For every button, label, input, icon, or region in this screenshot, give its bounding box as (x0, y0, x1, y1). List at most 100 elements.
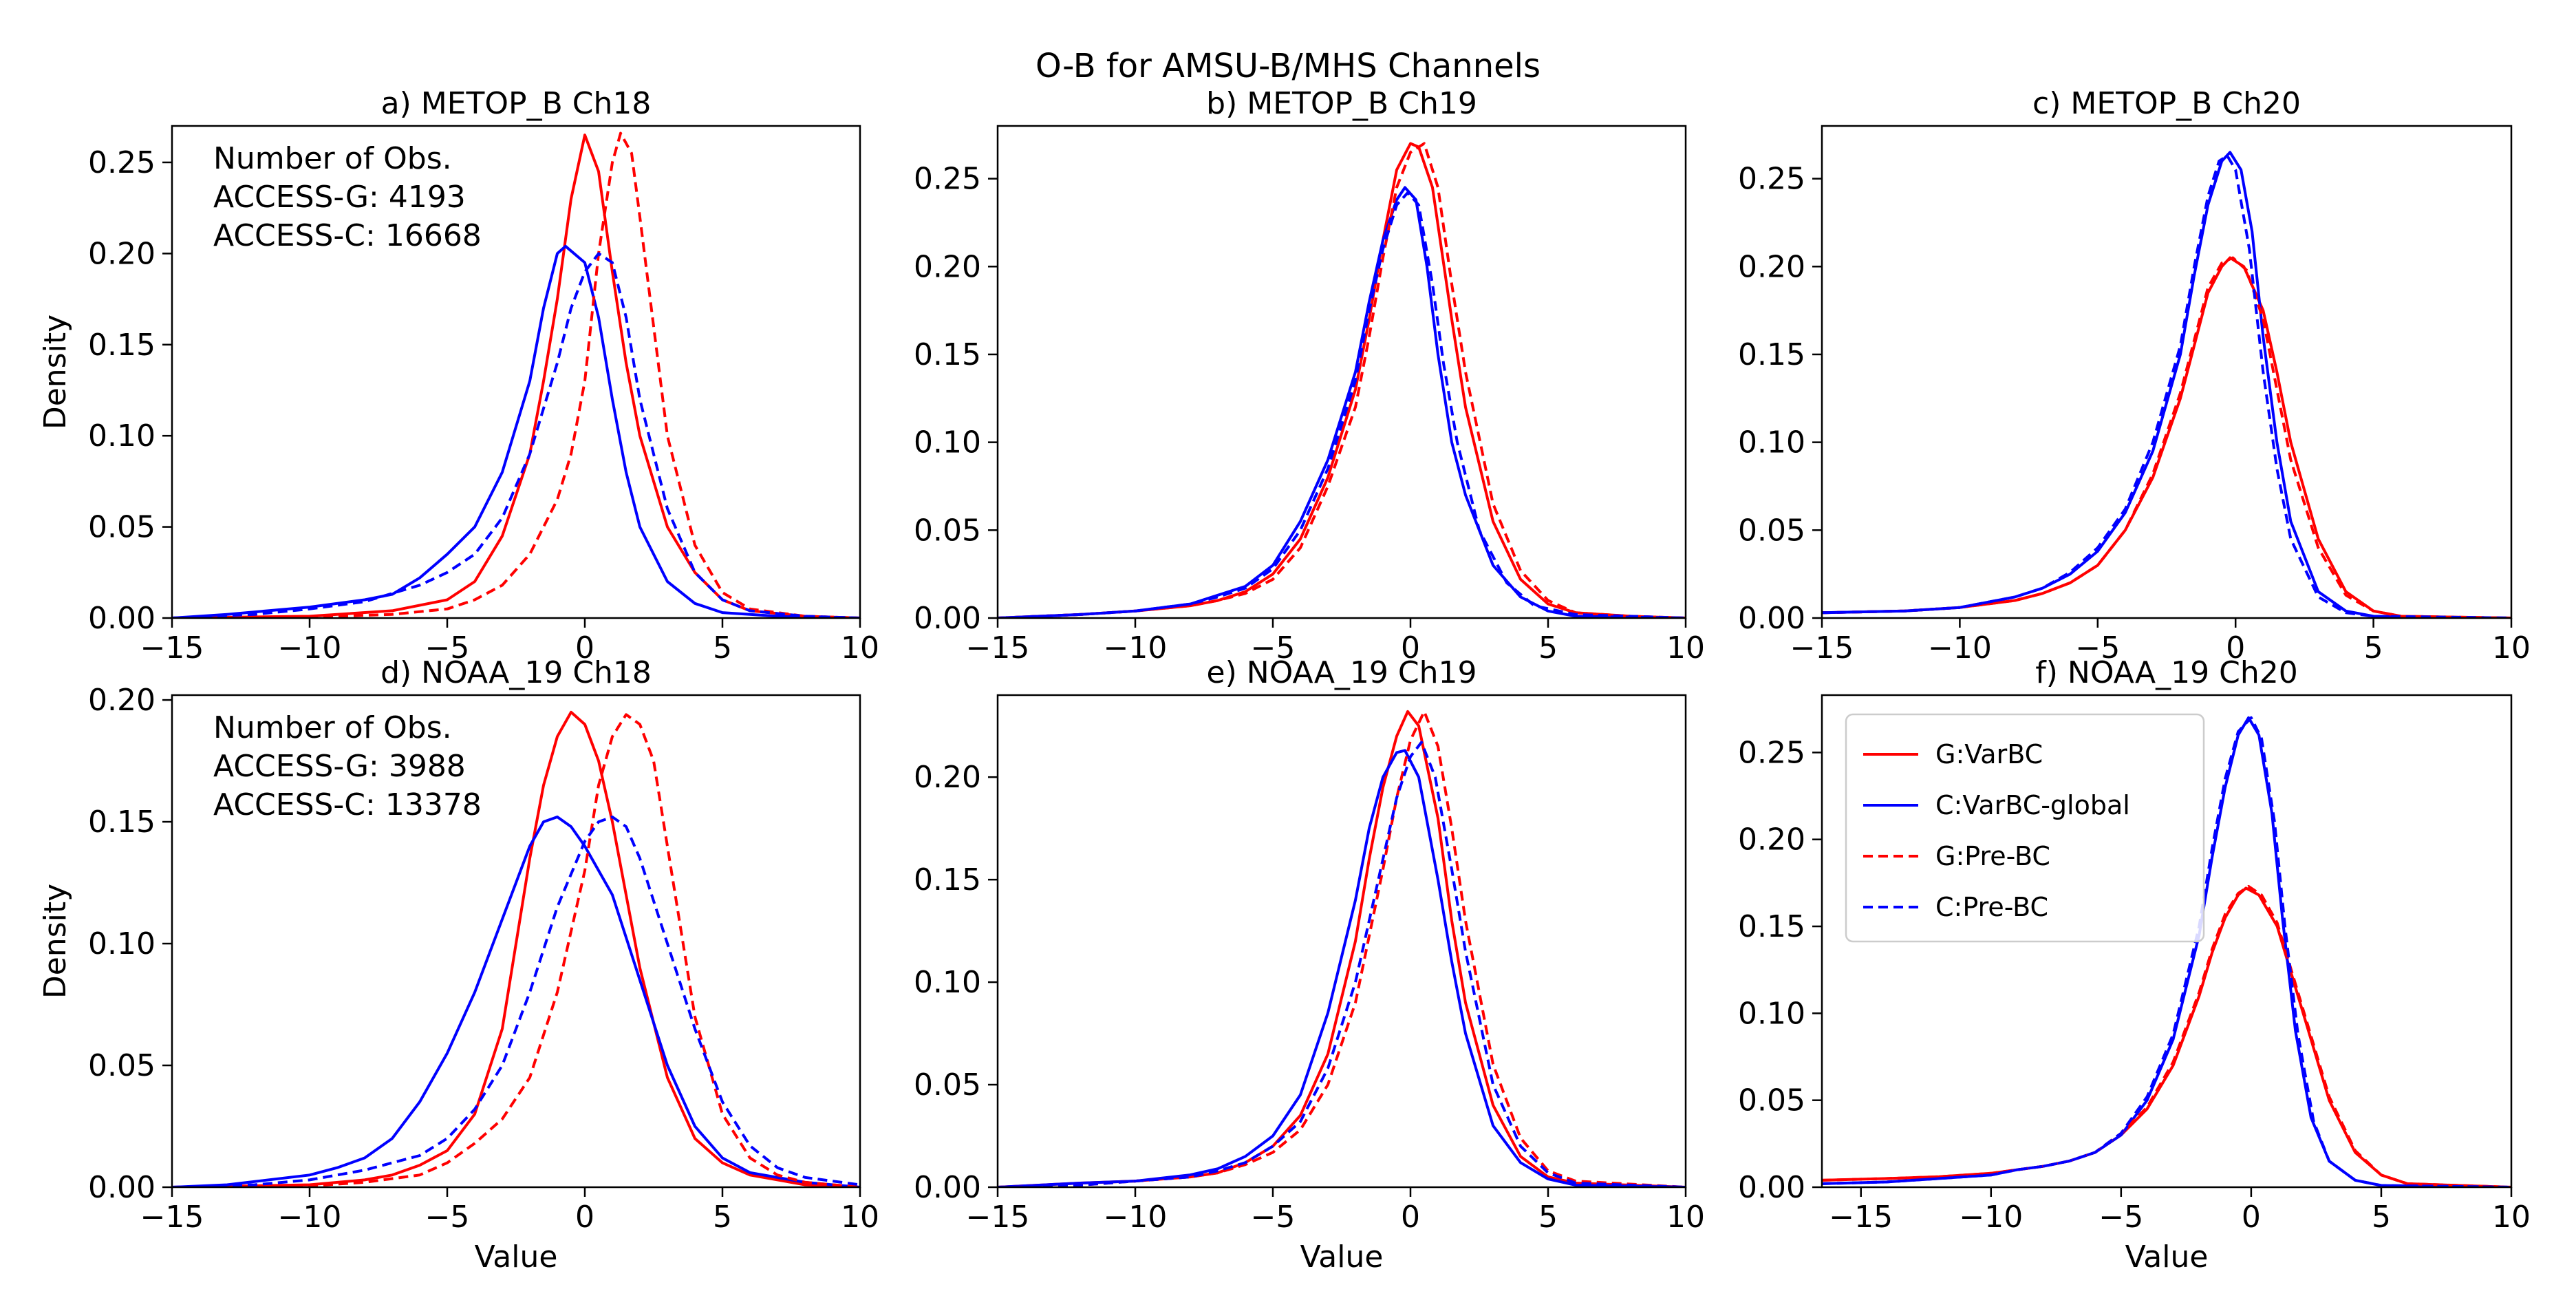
x-tick-label: −5 (2099, 1200, 2143, 1235)
y-tick-label: 0.15 (914, 337, 981, 372)
panel-title: b) METOP_B Ch19 (1206, 86, 1477, 121)
y-tick-label: 0.05 (914, 1067, 981, 1103)
y-tick-label: 0.00 (1738, 1170, 1805, 1205)
x-tick-label: −15 (140, 630, 204, 666)
panel-d: −15 −10 −5 0 5 10 0.00 0.05 0.10 0.15 0.20 d) NOAA_… (38, 655, 879, 1275)
plot-frame (1821, 125, 2513, 619)
x-tick-label: −5 (1251, 630, 1296, 666)
legend: G:VarBC C:VarBC-global G:Pre-BC C:Pre-BC (1845, 713, 2205, 943)
series-line-g-varbc (1822, 256, 2511, 618)
series-line-c-varbc-global (1822, 716, 2511, 1187)
y-tick-label: 0.05 (1738, 1083, 1805, 1118)
y-tick-label: 0.05 (88, 1048, 155, 1083)
y-tick-label: 0.10 (914, 965, 981, 1000)
x-tick-label: 5 (1538, 630, 1558, 666)
series-line-g-pre-bc (998, 710, 1686, 1187)
x-tick-label: 10 (1666, 1200, 1705, 1235)
x-tick-label: 10 (841, 1200, 879, 1235)
y-tick-label: 0.20 (1738, 249, 1805, 284)
x-tick-label: 10 (1666, 630, 1705, 666)
plot-frame (996, 125, 1687, 619)
series-line-g-pre-bc (998, 142, 1686, 618)
legend-box (1845, 713, 2205, 943)
y-axis-label: Density (38, 884, 73, 999)
y-tick-label: 0.20 (914, 249, 981, 284)
y-tick-label: 0.10 (914, 425, 981, 460)
series-line-g-pre-bc (1822, 884, 2511, 1187)
x-tick-label: 5 (1538, 1200, 1558, 1235)
panel-b: −15 −10 −5 0 5 10 0.00 0.05 0.10 0.15 0.20 0.25 b) M… (914, 86, 1705, 666)
obs-count-annotation: Number of Obs. (213, 141, 452, 176)
x-tick-label: −5 (425, 630, 470, 666)
x-tick-label: 0 (575, 630, 594, 666)
legend-label: C:VarBC-global (1935, 790, 2130, 820)
y-tick-label: 0.10 (1738, 425, 1805, 460)
series-line-c-varbc-global (998, 749, 1686, 1187)
y-tick-label: 0.15 (1738, 337, 1805, 372)
x-tick-label: 5 (713, 630, 732, 666)
y-tick-label: 0.00 (88, 601, 155, 636)
x-axis-label: Value (1300, 1240, 1384, 1275)
obs-count-annotation: ACCESS-C: 16668 (213, 218, 482, 253)
x-tick-label: −5 (425, 1200, 470, 1235)
panel-e: −15 −10 −5 0 5 10 0.00 0.05 0.10 0.15 0.20 e) NOAA_… (914, 655, 1705, 1275)
y-tick-label: 0.25 (1738, 735, 1805, 770)
series-line-c-pre-bc (172, 252, 860, 618)
legend-label: G:Pre-BC (1935, 841, 2050, 871)
obs-count-annotation: ACCESS-C: 13378 (213, 787, 482, 822)
y-tick-label: 0.25 (88, 145, 155, 180)
series-line-g-varbc (998, 142, 1686, 618)
series-line-g-pre-bc (172, 131, 860, 618)
series-line-g-varbc (998, 710, 1686, 1187)
x-tick-label: 5 (2364, 630, 2383, 666)
plot-frame (171, 125, 861, 619)
panel-f: −15 −10 −5 0 5 10 0.00 0.05 0.10 0.15 0.20 0.25 f) N… (1738, 655, 2531, 1275)
legend-label: G:VarBC (1935, 739, 2043, 769)
panel-c: −15 −10 −5 0 5 10 0.00 0.05 0.10 0.15 0.20 0.25 c) M… (1738, 86, 2531, 666)
obs-count-annotation: ACCESS-G: 3988 (213, 749, 466, 784)
panel-title: c) METOP_B Ch20 (2032, 86, 2301, 121)
y-tick-label: 0.25 (914, 162, 981, 197)
y-tick-label: 0.10 (88, 418, 155, 454)
y-tick-label: 0.15 (1738, 909, 1805, 944)
y-tick-label: 0.00 (914, 601, 981, 636)
y-tick-label: 0.00 (1738, 601, 1805, 636)
series-line-c-varbc-global (998, 186, 1686, 618)
x-tick-label: 0 (1401, 1200, 1420, 1235)
series-line-c-varbc-global (1822, 151, 2511, 618)
plot-frame (171, 694, 861, 1189)
x-tick-label: −15 (966, 630, 1030, 666)
y-tick-label: 0.05 (914, 513, 981, 548)
x-tick-label: −15 (966, 1200, 1030, 1235)
panel-title: a) METOP_B Ch18 (381, 86, 652, 121)
x-tick-label: −15 (140, 1200, 204, 1235)
y-tick-label: 0.25 (1738, 162, 1805, 197)
y-tick-label: 0.20 (88, 236, 155, 271)
series-line-c-varbc-global (172, 244, 860, 618)
x-tick-label: 0 (1401, 630, 1420, 666)
series-line-c-pre-bc (1822, 154, 2511, 618)
x-tick-label: −5 (1251, 1200, 1296, 1235)
x-tick-label: −5 (2075, 630, 2120, 666)
y-tick-label: 0.05 (88, 510, 155, 545)
plot-frame (1821, 694, 2513, 1189)
series-line-c-varbc-global (172, 816, 860, 1187)
panel-a: −15 −10 −5 0 5 10 0.00 0.05 0.10 0.15 0.20 0.25 a) M… (38, 86, 879, 666)
x-axis-label: Value (475, 1240, 558, 1275)
panel-title: f) NOAA_19 Ch20 (2035, 655, 2297, 690)
x-tick-label: −10 (1959, 1200, 2023, 1235)
y-tick-label: 0.05 (1738, 513, 1805, 548)
x-tick-label: 5 (2372, 1200, 2391, 1235)
x-axis-label: Value (2125, 1240, 2209, 1275)
x-tick-label: 0 (2242, 1200, 2261, 1235)
plot-frame (996, 694, 1687, 1189)
x-tick-label: −15 (1790, 630, 1854, 666)
series-line-c-pre-bc (998, 741, 1686, 1187)
y-tick-label: 0.10 (88, 926, 155, 961)
obs-count-annotation: ACCESS-G: 4193 (213, 180, 466, 215)
panel-title: d) NOAA_19 Ch18 (380, 655, 652, 690)
x-tick-label: 10 (2492, 630, 2531, 666)
x-tick-label: −10 (1104, 630, 1168, 666)
y-tick-label: 0.15 (88, 328, 155, 363)
